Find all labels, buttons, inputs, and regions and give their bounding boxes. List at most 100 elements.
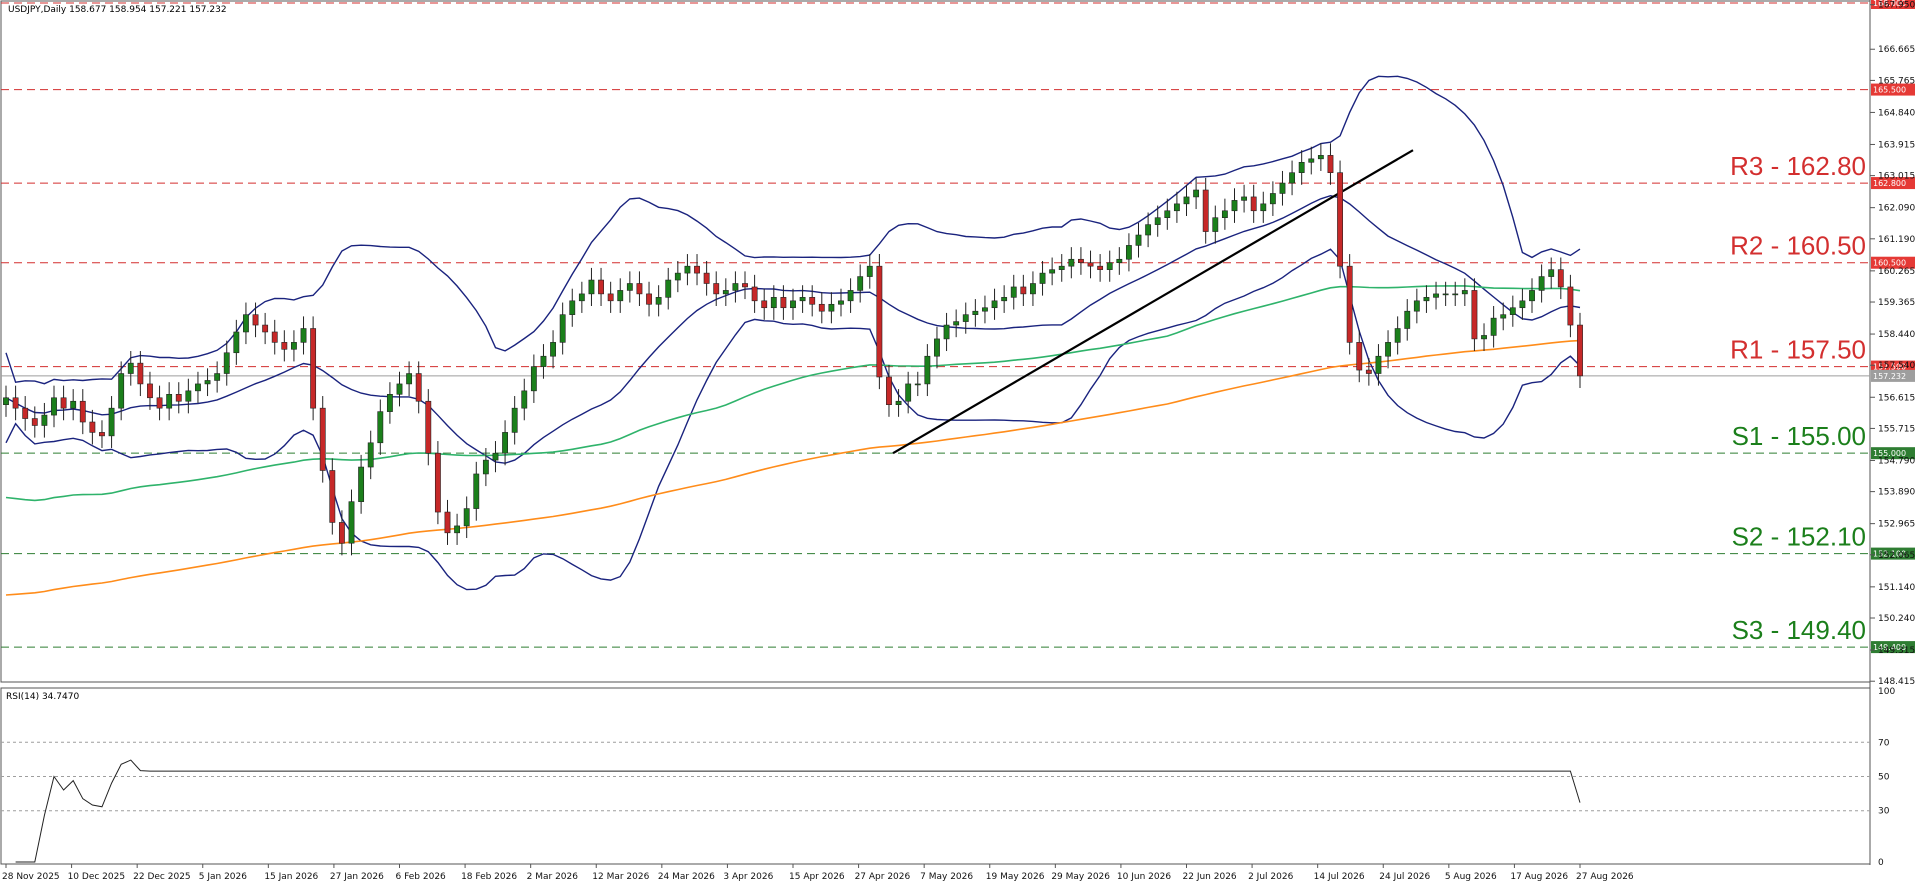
candle-body-145 [1394, 328, 1401, 343]
level-tag-bg-0 [1871, 0, 1915, 9]
price-tick-label-13: 155.715 [1878, 424, 1915, 434]
candle-body-134 [1289, 172, 1295, 184]
candle-body-50 [482, 459, 489, 475]
candle-body-37 [358, 466, 365, 502]
price-tick-label-21: 148.415 [1878, 677, 1915, 687]
level-tag-4: 157.500 [1873, 363, 1906, 372]
candle-body-56 [540, 355, 547, 367]
candle-body-157 [1509, 307, 1516, 315]
candle-body-73 [703, 272, 710, 284]
price-tick-label-6: 162.090 [1878, 204, 1915, 214]
candle-body-127 [1221, 210, 1228, 219]
candle-body-123 [1183, 196, 1190, 205]
candle-body-101 [972, 310, 979, 315]
candle-body-19 [185, 390, 192, 402]
level-tag-bg-2 [1871, 177, 1915, 190]
level-tag-1: 165.500 [1873, 86, 1906, 95]
candle-body-33 [319, 407, 326, 471]
candle-body-151 [1452, 293, 1459, 296]
candle-body-113 [1087, 262, 1094, 267]
candle-body-118 [1135, 234, 1142, 246]
time-tick-label-2: 22 Dec 2025 [133, 872, 191, 882]
candle-body-143 [1375, 355, 1382, 374]
candle-body-122 [1173, 203, 1180, 212]
candle-body-154 [1481, 335, 1487, 340]
candle-body-27 [262, 324, 269, 333]
time-tick-label-10: 24 Mar 2026 [658, 872, 715, 882]
candle-body-53 [511, 407, 518, 433]
price-tick-label-15: 153.890 [1878, 488, 1915, 498]
time-tick-label-13: 27 Apr 2026 [855, 872, 911, 882]
candle-body-76 [732, 283, 739, 291]
candle-body-34 [329, 470, 336, 523]
candle-body-100 [962, 314, 969, 322]
candle-body-69 [665, 279, 672, 298]
time-tick-label-24: 27 Aug 2026 [1576, 872, 1634, 882]
time-tick-label-17: 10 Jun 2026 [1117, 872, 1171, 882]
candle-body-99 [953, 321, 960, 326]
candle-body-135 [1298, 161, 1305, 173]
rsi-tick-label-1: 70 [1878, 738, 1890, 748]
price-tick-label-7: 161.190 [1878, 235, 1915, 245]
candle-body-130 [1250, 196, 1257, 212]
candle-body-0 [3, 397, 9, 405]
candle-body-40 [386, 394, 393, 412]
candle-body-116 [1116, 258, 1123, 264]
candle-body-3 [31, 418, 38, 426]
candle-body-83 [799, 297, 806, 302]
time-tick-label-16: 29 May 2026 [1051, 872, 1110, 882]
candle-body-126 [1212, 217, 1219, 232]
candle-body-16 [156, 397, 163, 409]
candle-body-133 [1279, 182, 1286, 194]
candle-body-55 [530, 366, 537, 392]
candle-body-9 [89, 421, 96, 433]
time-tick-label-3: 5 Jan 2026 [199, 872, 247, 882]
rsi-tick-label-0: 100 [1878, 687, 1895, 697]
level-label-3: R2 - 160.50 [1730, 231, 1866, 261]
candle-body-144 [1385, 342, 1391, 357]
candle-body-164 [1577, 324, 1583, 377]
candle-body-158 [1519, 300, 1526, 309]
sma-orange [5, 339, 1581, 596]
candle-body-149 [1433, 293, 1439, 298]
rsi-tick-label-2: 50 [1878, 773, 1890, 783]
sma-green [5, 285, 1581, 502]
candle-body-46 [444, 511, 451, 534]
candle-body-68 [655, 297, 662, 305]
candle-body-13 [127, 362, 134, 374]
price-tick-label-20: 149.315 [1878, 646, 1915, 656]
candle-body-44 [425, 400, 432, 454]
candle-body-105 [1010, 286, 1017, 298]
time-tick-label-19: 2 Jul 2026 [1248, 872, 1293, 882]
price-tick-label-16: 152.965 [1878, 520, 1915, 530]
candle-body-161 [1548, 269, 1555, 277]
candle-body-21 [204, 380, 211, 385]
price-tick-label-4: 163.915 [1878, 140, 1915, 150]
candle-body-2 [22, 407, 29, 419]
candle-body-159 [1529, 290, 1535, 302]
time-tick-label-1: 10 Dec 2025 [68, 872, 126, 882]
time-tick-label-22: 5 Aug 2026 [1445, 872, 1497, 882]
price-tick-label-11: 157.540 [1878, 361, 1915, 371]
trendline [892, 149, 1414, 455]
candle-body-95 [914, 383, 921, 386]
candle-body-49 [473, 473, 480, 509]
level-label-5: S1 - 155.00 [1732, 421, 1866, 451]
candle-body-89 [857, 276, 864, 291]
time-tick-label-18: 22 Jun 2026 [1183, 872, 1237, 882]
candle-body-138 [1327, 155, 1334, 173]
candle-body-86 [828, 303, 835, 312]
candle-body-87 [838, 300, 844, 305]
candle-body-102 [982, 307, 988, 312]
time-tick-label-7: 18 Feb 2026 [461, 872, 517, 882]
candle-body-80 [770, 297, 777, 309]
candle-body-115 [1106, 262, 1113, 270]
candle-body-140 [1346, 265, 1353, 343]
candle-body-91 [876, 265, 883, 378]
time-tick-label-0: 28 Nov 2025 [2, 872, 60, 882]
time-axis: 28 Nov 2025 10 Dec 2025 22 Dec 2025 5 Jan 2… [2, 864, 1634, 882]
candle-body-94 [905, 383, 912, 402]
candle-body-120 [1154, 217, 1161, 225]
candle-body-125 [1202, 189, 1209, 232]
